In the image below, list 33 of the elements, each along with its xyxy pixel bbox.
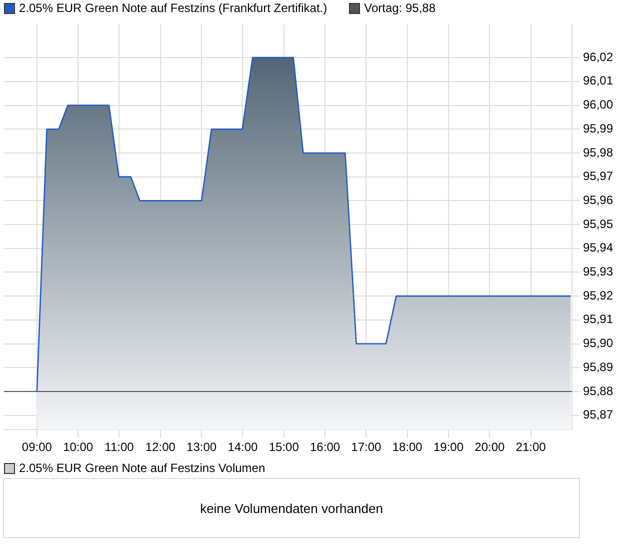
x-tick-label: 12:00 bbox=[145, 440, 176, 454]
x-tick-label: 14:00 bbox=[228, 440, 258, 454]
x-tick-label: 09:00 bbox=[22, 440, 52, 454]
x-tick-label: 19:00 bbox=[433, 440, 464, 454]
x-tick-label: 13:00 bbox=[186, 440, 217, 454]
text: 2.05% EUR Green Note auf Festzins Volumen bbox=[19, 461, 266, 475]
y-tick-label: 95,99 bbox=[582, 121, 614, 136]
x-tick-label: 21:00 bbox=[516, 440, 546, 454]
y-tick-label: 95,94 bbox=[582, 240, 614, 255]
y-tick-label: 95,87 bbox=[582, 408, 614, 422]
y-tick-label: 95,90 bbox=[582, 336, 614, 350]
x-tick-label: 11:00 bbox=[104, 440, 134, 454]
y-tick-label: 96,01 bbox=[582, 74, 614, 88]
x-tick-label: 17:00 bbox=[351, 440, 382, 454]
x-tick-label: 10:00 bbox=[63, 440, 94, 454]
y-tick-label: 95,91 bbox=[582, 312, 614, 326]
legend-label: 2.05% EUR Green Note auf Festzins (Frankfurt Zertifikat.) bbox=[19, 1, 328, 15]
y-tick-label: 95,97 bbox=[582, 169, 614, 184]
y-tick-label: 95,89 bbox=[582, 360, 614, 374]
y-tick-label: 95,95 bbox=[582, 216, 614, 231]
y-tick-label: 96,00 bbox=[582, 98, 614, 112]
x-tick-label: 20:00 bbox=[474, 440, 505, 454]
x-tick-label: 18:00 bbox=[392, 440, 423, 454]
y-tick-label: 95,92 bbox=[582, 288, 614, 302]
y-tick-label: 95,96 bbox=[582, 192, 614, 207]
y-tick-label: 95,88 bbox=[582, 384, 614, 398]
text: keine Volumendaten vorhanden bbox=[3, 478, 580, 538]
y-tick-label: 96,02 bbox=[582, 50, 614, 64]
legend-label: Vortag: 95,88 bbox=[364, 1, 436, 15]
x-tick-label: 16:00 bbox=[310, 440, 340, 454]
x-tick-label: 15:00 bbox=[268, 440, 300, 454]
y-tick-label: 95,98 bbox=[582, 145, 614, 160]
y-tick-label: 95,93 bbox=[582, 264, 614, 279]
